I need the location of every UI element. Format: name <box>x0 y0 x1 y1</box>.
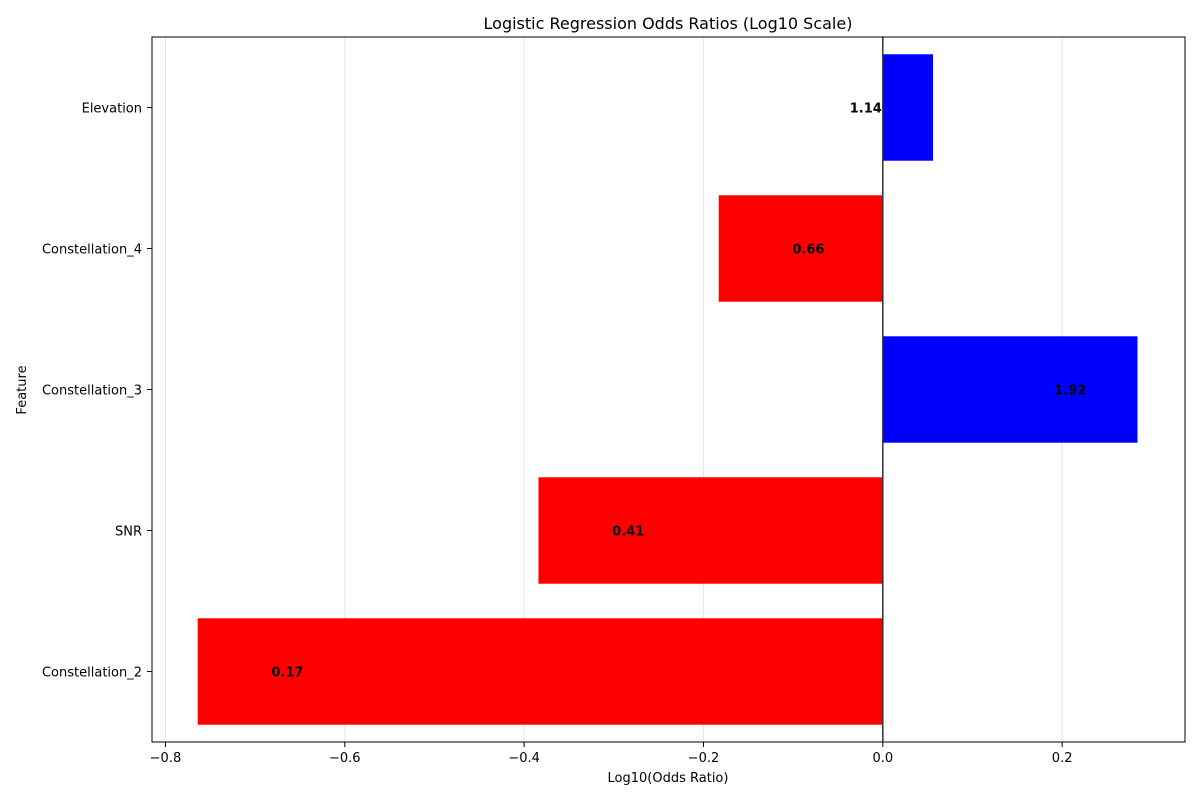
y-tick-label: Elevation <box>82 102 142 117</box>
bars-group <box>197 54 1138 725</box>
y-tick-label: Constellation_4 <box>42 243 142 258</box>
x-tick-label: −0.8 <box>150 751 182 766</box>
chart-title: Logistic Regression Odds Ratios (Log10 S… <box>484 14 853 33</box>
bar <box>718 195 883 302</box>
x-tick-label: −0.6 <box>329 751 361 766</box>
x-axis-ticks: −0.8 −0.6 −0.4 −0.2 0.0 0.2 <box>150 742 1073 766</box>
y-tick-label: Constellation_2 <box>42 666 142 681</box>
x-tick-label: 0.2 <box>1052 751 1073 766</box>
data-label: 1.14 <box>850 102 882 117</box>
data-label: 0.66 <box>792 243 824 258</box>
bar <box>538 477 883 584</box>
x-axis-label: Log10(Odds Ratio) <box>608 771 729 786</box>
y-tick-label: SNR <box>115 525 142 540</box>
data-label: 0.17 <box>271 666 303 681</box>
bar <box>197 618 883 725</box>
x-tick-label: 0.0 <box>872 751 893 766</box>
data-labels-group: 0.17 0.41 1.92 0.66 1.14 <box>271 102 1086 681</box>
y-axis-ticks: Constellation_2 SNR Constellation_3 Constel… <box>42 102 152 681</box>
data-label: 1.92 <box>1054 384 1086 399</box>
bar <box>882 54 934 161</box>
y-axis-label: Feature <box>15 365 30 414</box>
x-tick-label: −0.2 <box>688 751 720 766</box>
x-tick-label: −0.4 <box>508 751 540 766</box>
y-tick-label: Constellation_3 <box>42 384 142 399</box>
bar <box>882 336 1138 443</box>
data-label: 0.41 <box>612 525 644 540</box>
